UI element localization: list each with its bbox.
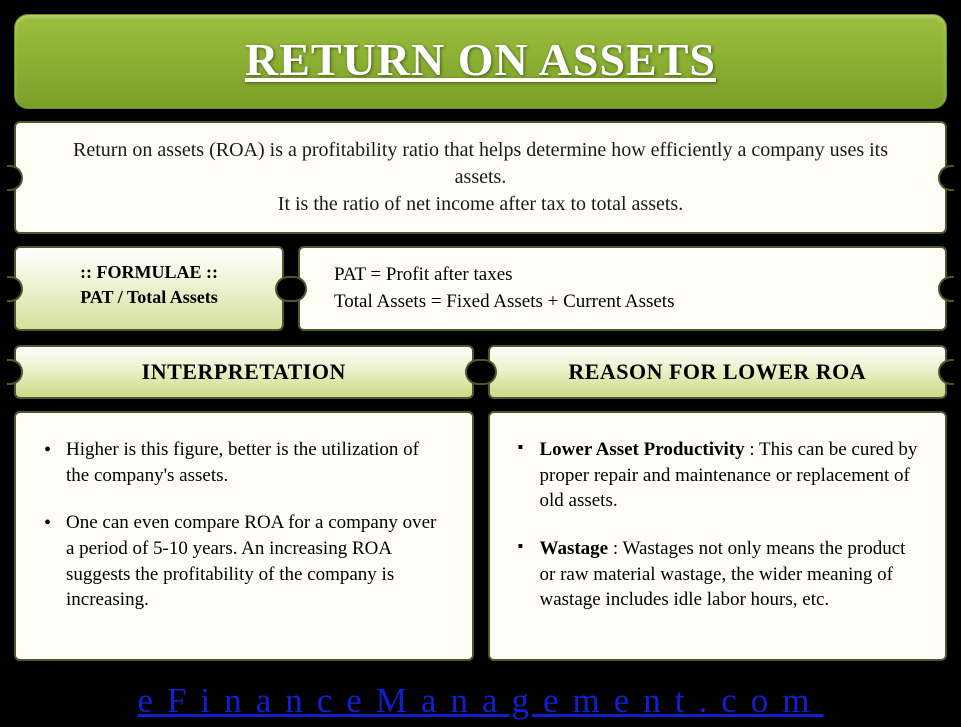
list-item: Higher is this figure, better is the uti… [38, 437, 446, 488]
formula-def-totalassets: Total Assets = Fixed Assets + Current As… [334, 289, 911, 316]
col-reasons: REASON FOR LOWER ROA Lower Asset Product… [488, 345, 948, 661]
reason-term: Wastage [540, 538, 609, 559]
list-item: Lower Asset Productivity : This can be c… [512, 437, 920, 514]
reasons-list: Lower Asset Productivity : This can be c… [512, 437, 920, 613]
list-item: Wastage : Wastages not only means the pr… [512, 536, 920, 613]
formula-expression: PAT / Total Assets [44, 287, 254, 308]
definition-box: Return on assets (ROA) is a profitabilit… [14, 121, 947, 234]
formula-definitions: PAT = Profit after taxes Total Assets = … [298, 246, 947, 331]
formula-def-pat: PAT = Profit after taxes [334, 262, 911, 289]
page-title: RETURN ON ASSETS [15, 33, 946, 86]
formula-label: :: FORMULAE :: [44, 262, 254, 283]
definition-line2: It is the ratio of net income after tax … [56, 191, 905, 218]
definition-line1: Return on assets (ROA) is a profitabilit… [56, 137, 905, 191]
footer-link[interactable]: eFinanceManagement.com [0, 681, 961, 721]
reasons-content: Lower Asset Productivity : This can be c… [488, 411, 948, 661]
interpretation-header: INTERPRETATION [14, 345, 474, 399]
reason-term: Lower Asset Productivity [540, 439, 745, 460]
formula-box: :: FORMULAE :: PAT / Total Assets [14, 246, 284, 331]
columns: INTERPRETATION Higher is this figure, be… [14, 345, 947, 661]
interpretation-list: Higher is this figure, better is the uti… [38, 437, 446, 613]
interpretation-content: Higher is this figure, better is the uti… [14, 411, 474, 661]
list-item: One can even compare ROA for a company o… [38, 510, 446, 613]
formula-row: :: FORMULAE :: PAT / Total Assets PAT = … [14, 246, 947, 331]
reasons-header: REASON FOR LOWER ROA [488, 345, 948, 399]
col-interpretation: INTERPRETATION Higher is this figure, be… [14, 345, 474, 661]
title-banner: RETURN ON ASSETS [14, 14, 947, 109]
